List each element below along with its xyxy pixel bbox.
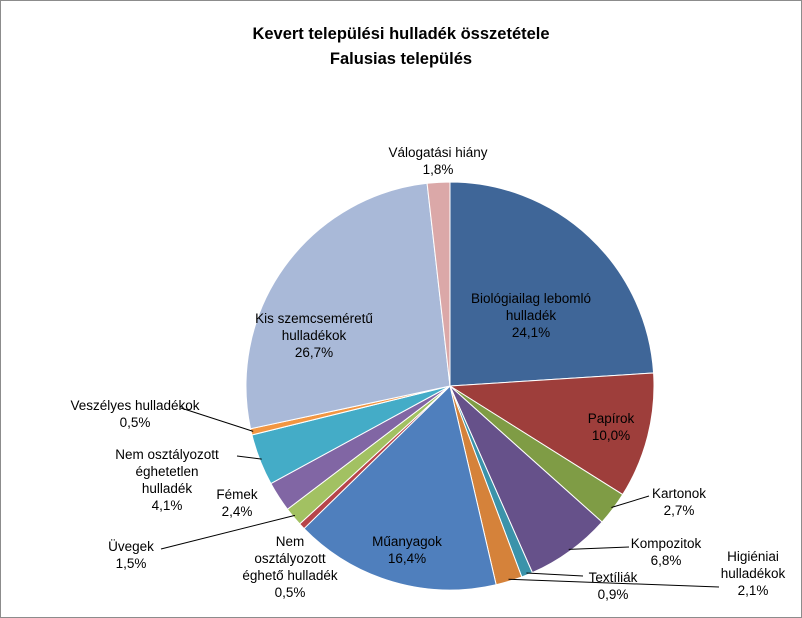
slice-name-label: Veszélyes hulladékok bbox=[70, 398, 199, 413]
slice-name-label: hulladékok bbox=[282, 328, 347, 343]
slice-name-label: hulladék bbox=[506, 308, 557, 323]
slice-name-label: osztályozott bbox=[254, 551, 326, 566]
slice-value-label: 2,1% bbox=[738, 583, 769, 598]
slice-value-label: 1,5% bbox=[116, 556, 147, 571]
leader-lines bbox=[160, 407, 720, 588]
slice-name-label: Műanyagok bbox=[372, 534, 442, 549]
slice-value-label: 10,0% bbox=[592, 428, 630, 443]
leader-line bbox=[508, 578, 720, 588]
pie-slices bbox=[245, 181, 655, 591]
slice-label: Kis szemcseméretű hulladékok 26,7% bbox=[255, 311, 373, 360]
slice-value-label: 16,4% bbox=[388, 551, 426, 566]
slice-label: Válogatási hiány 1,8% bbox=[388, 145, 487, 177]
chart-title-line-2: Falusias település bbox=[330, 50, 472, 68]
slice-name-label: éghetetlen bbox=[135, 464, 198, 479]
slice-value-label: 26,7% bbox=[295, 345, 333, 360]
slice-name-label: Biológiailag lebomló bbox=[471, 291, 591, 306]
slice-name-label: éghető hulladék bbox=[242, 568, 338, 583]
slice-value-label: 2,4% bbox=[222, 504, 253, 519]
slice-label: Biológiailag lebomló hulladék 24,1% bbox=[471, 291, 591, 340]
slice-name-label: Nem osztályozott bbox=[115, 447, 219, 462]
slice-label: Veszélyes hulladékok 0,5% bbox=[70, 398, 199, 430]
slice-name-label: hulladék bbox=[142, 481, 193, 496]
slice-value-label: 0,5% bbox=[120, 415, 151, 430]
pie-slice bbox=[449, 181, 655, 387]
slice-label: Textíliák 0,9% bbox=[589, 570, 638, 602]
slice-name-label: Nem bbox=[276, 534, 305, 549]
slice-value-label: 0,5% bbox=[275, 585, 306, 600]
slice-value-label: 0,9% bbox=[598, 587, 629, 602]
slice-value-label: 1,8% bbox=[423, 162, 454, 177]
slice-name-label: Higiéniai bbox=[727, 549, 779, 564]
slice-name-label: Fémek bbox=[216, 487, 258, 502]
slice-label: Üvegek 1,5% bbox=[108, 539, 154, 571]
leader-line bbox=[568, 546, 630, 550]
slice-value-label: 4,1% bbox=[152, 498, 183, 513]
slice-label: Nem osztályozott éghető hulladék 0,5% bbox=[242, 534, 338, 600]
slice-labels: Biológiailag lebomló hulladék 24,1% Papírok… bbox=[70, 145, 785, 602]
leader-line bbox=[611, 495, 650, 508]
pie-slice bbox=[303, 385, 497, 591]
slice-label: Higiéniai hulladékok 2,1% bbox=[721, 549, 786, 598]
slice-label: Kartonok 2,7% bbox=[652, 486, 706, 518]
slice-label: Fémek 2,4% bbox=[216, 487, 258, 519]
leader-line bbox=[236, 455, 262, 460]
slice-name-label: Üvegek bbox=[108, 539, 154, 554]
slice-value-label: 2,7% bbox=[664, 503, 695, 518]
slice-name-label: Papírok bbox=[588, 411, 635, 426]
leader-line bbox=[180, 407, 254, 432]
slice-label: Papírok 10,0% bbox=[588, 411, 635, 443]
slice-name-label: Kompozitok bbox=[631, 536, 702, 551]
slice-name-label: Válogatási hiány bbox=[388, 145, 487, 160]
slice-name-label: Textíliák bbox=[589, 570, 638, 585]
pie-slice bbox=[448, 372, 655, 496]
slice-name-label: Kis szemcseméretű bbox=[255, 311, 373, 326]
chart-title-line-1: Kevert települési hulladék összetétele bbox=[252, 25, 549, 43]
slice-value-label: 24,1% bbox=[512, 325, 550, 340]
leader-line bbox=[526, 572, 584, 577]
slice-label: Kompozitok 6,8% bbox=[631, 536, 702, 568]
slice-label: Műanyagok 16,4% bbox=[372, 534, 442, 566]
pie-slice bbox=[245, 182, 451, 430]
slice-label: Nem osztályozott éghetetlen hulladék 4,1% bbox=[115, 447, 219, 513]
pie-slice bbox=[426, 181, 451, 387]
leader-line bbox=[160, 514, 296, 550]
slice-name-label: Kartonok bbox=[652, 486, 706, 501]
slice-value-label: 6,8% bbox=[651, 553, 682, 568]
slice-name-label: hulladékok bbox=[721, 566, 786, 581]
